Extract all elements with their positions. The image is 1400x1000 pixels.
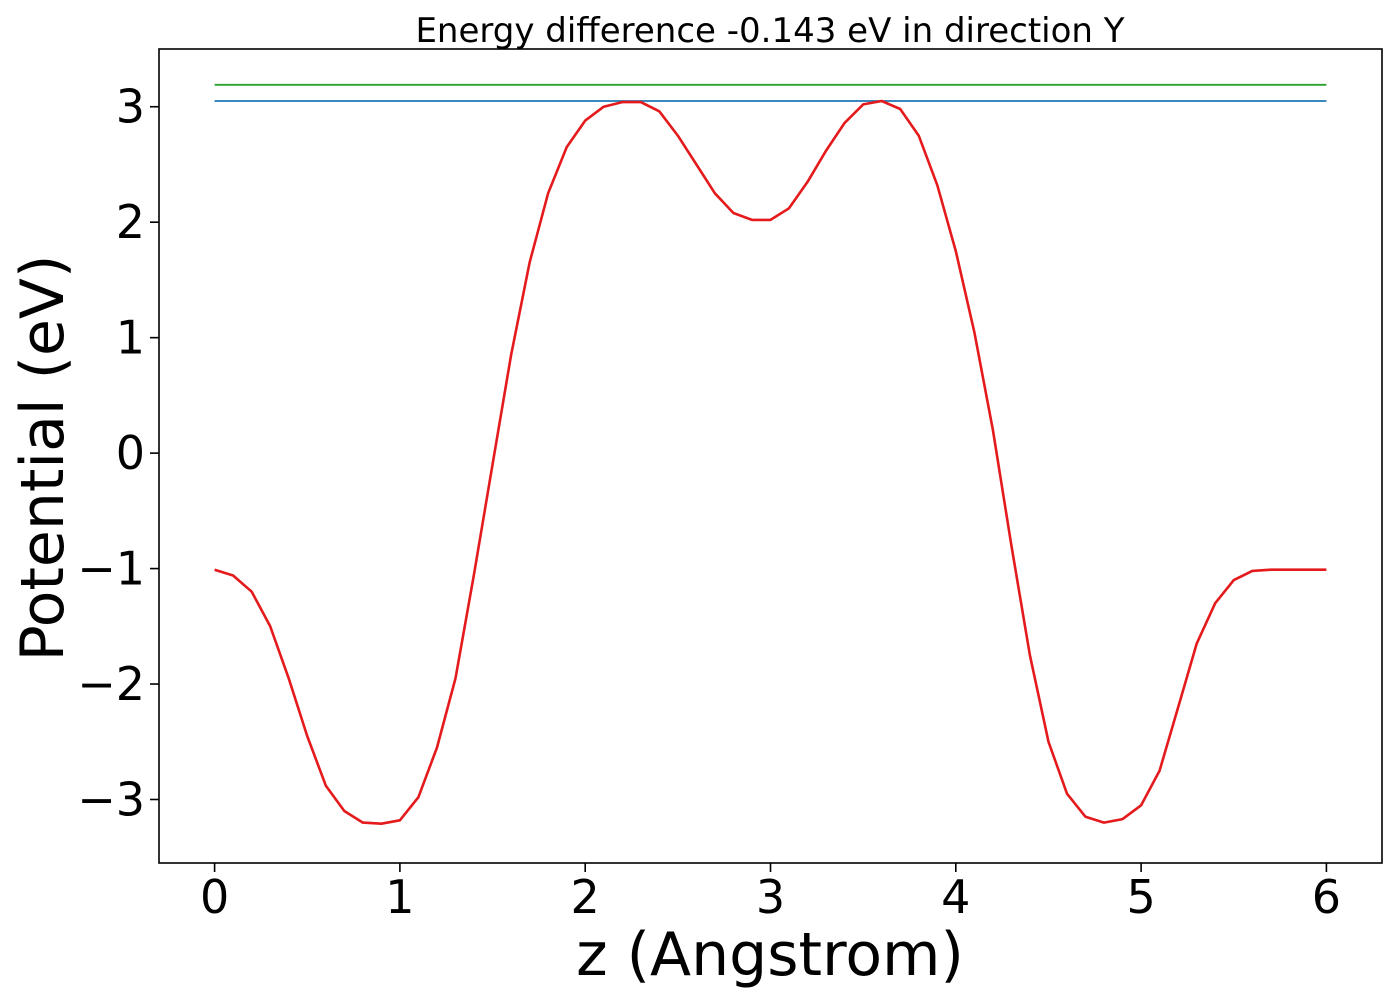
y-tick-label: −1 <box>77 542 145 596</box>
y-tick-label: −2 <box>77 657 145 711</box>
x-tick-label: 4 <box>941 870 970 924</box>
y-axis: −3 −2 −1 0 1 2 3 <box>77 80 159 826</box>
series-layer <box>214 83 1327 826</box>
x-tick-label: 0 <box>200 870 229 924</box>
y-tick-label: −3 <box>77 772 145 826</box>
y-tick-label: 2 <box>116 195 145 249</box>
x-axis-label: z (Angstrom) <box>576 920 964 990</box>
chart-title: Energy difference -0.143 eV in direction… <box>415 11 1124 51</box>
x-tick-label: 5 <box>1126 870 1155 924</box>
y-tick-label: 0 <box>116 426 145 480</box>
series-line-3 <box>214 99 1327 826</box>
x-tick-label: 3 <box>756 870 785 924</box>
plot-frame <box>158 48 1383 864</box>
x-tick-label: 1 <box>385 870 414 924</box>
y-tick-label: 3 <box>116 80 145 134</box>
x-tick-label: 2 <box>571 870 600 924</box>
y-axis-label: Potential (eV) <box>8 255 78 662</box>
x-axis: 0 1 2 3 4 5 6 <box>200 863 1341 924</box>
x-tick-label: 6 <box>1312 870 1341 924</box>
y-tick-label: 1 <box>116 311 145 365</box>
